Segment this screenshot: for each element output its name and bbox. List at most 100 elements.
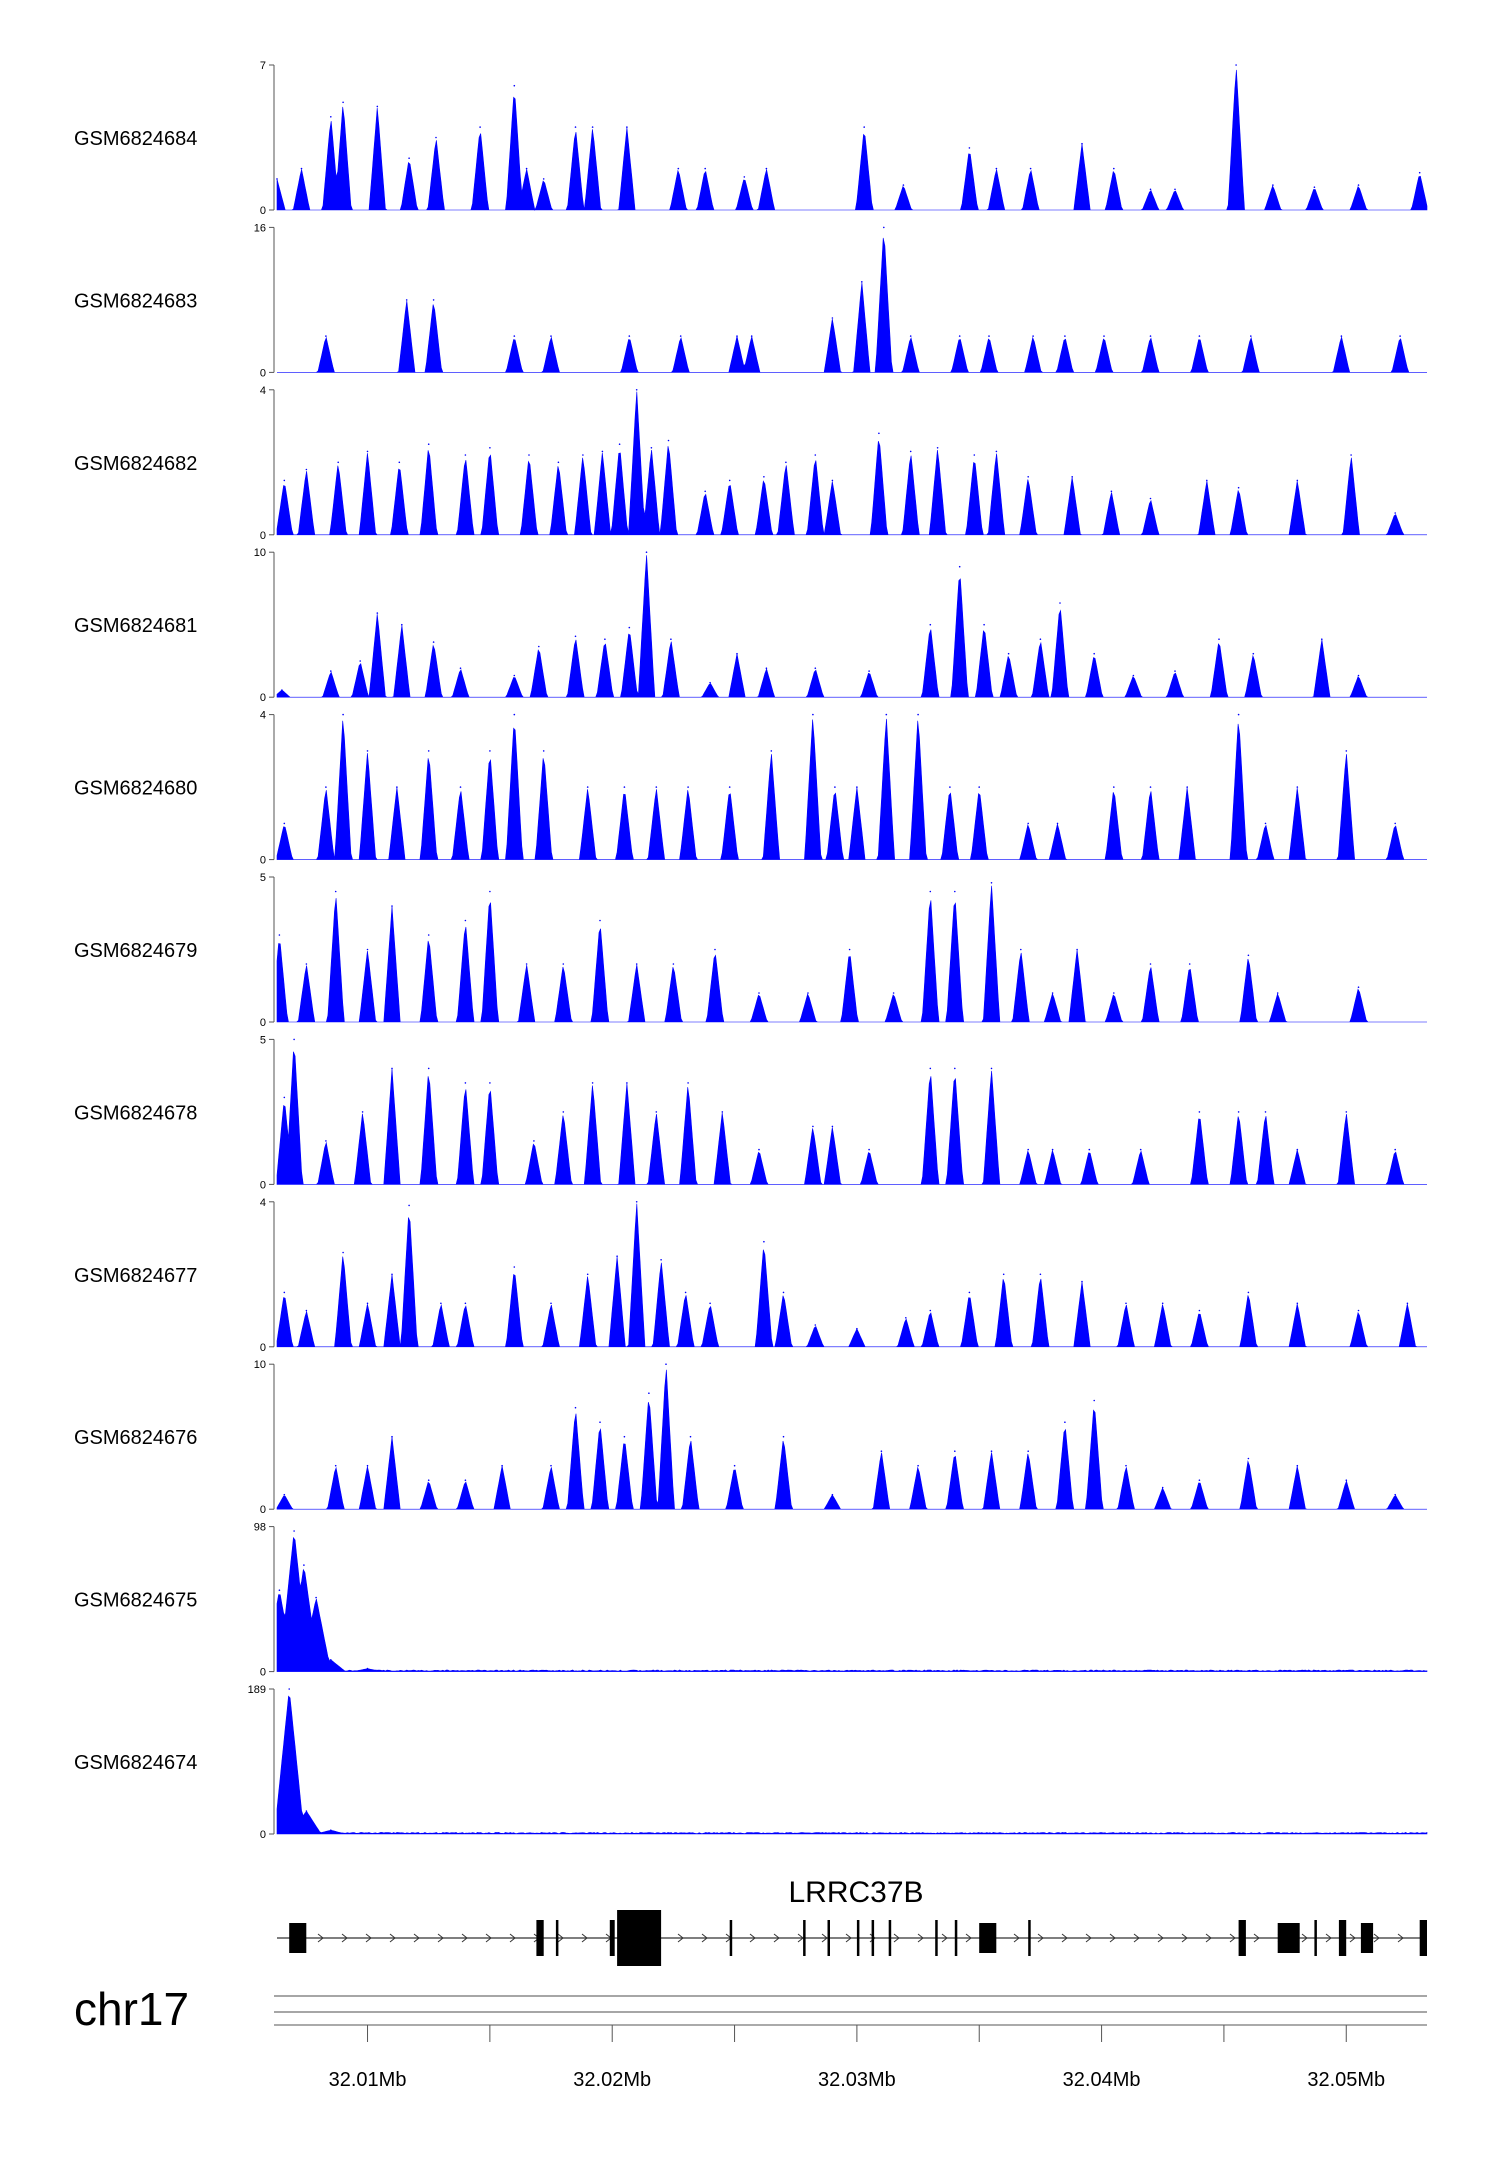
chromosome-label: chr17	[74, 1983, 189, 2035]
strand-arrow	[773, 1933, 780, 1943]
peak-point	[330, 1829, 332, 1831]
peak-point	[293, 1530, 295, 1532]
peak-point	[909, 335, 912, 337]
peak-point	[366, 750, 369, 752]
peak-point	[337, 461, 340, 464]
peak-point	[464, 1479, 467, 1481]
peak-point	[856, 1327, 858, 1330]
peak-point	[1237, 486, 1240, 489]
peak-point	[765, 667, 768, 669]
peak-point	[1394, 512, 1396, 514]
peak-point	[954, 1450, 956, 1452]
peak-point	[342, 1251, 344, 1254]
peak-point	[758, 1148, 760, 1151]
peak-point	[557, 461, 560, 464]
peak-point	[479, 126, 481, 128]
strand-arrow	[1013, 1933, 1020, 1943]
track-label: GSM6824675	[74, 1590, 197, 1612]
peak-point	[366, 1667, 369, 1670]
peak-point	[687, 1082, 689, 1084]
peak-point	[489, 750, 491, 752]
peak-point	[1276, 992, 1279, 994]
peak-point	[427, 934, 430, 936]
peak-point	[1345, 1479, 1348, 1481]
axis-tick-label: 32.04Mb	[1063, 2069, 1141, 2091]
axis-tick-label: 32.02Mb	[573, 2069, 651, 2091]
strand-arrow	[317, 1933, 324, 1943]
strand-arrow	[941, 1933, 948, 1943]
peak-point	[283, 822, 286, 825]
peak-point	[1296, 1148, 1299, 1151]
peak-point	[305, 1810, 308, 1812]
strand-arrow	[365, 1933, 372, 1943]
peak-point	[1088, 1148, 1091, 1151]
peak-point	[667, 439, 670, 442]
peak-point	[905, 1317, 907, 1319]
peak-point	[1002, 1273, 1005, 1276]
peak-point	[1113, 992, 1115, 994]
peak-point	[401, 623, 403, 626]
peak-point	[303, 1564, 305, 1566]
peak-point	[398, 461, 401, 464]
peak-point	[628, 626, 631, 629]
peak-point	[330, 1659, 332, 1661]
y-min-label: 0	[260, 1504, 266, 1516]
strand-arrow	[437, 1933, 444, 1943]
peak-point	[330, 116, 332, 118]
peak-point	[276, 178, 278, 180]
peak-point	[278, 1589, 281, 1591]
peak-point	[432, 641, 435, 643]
peak-point	[1357, 184, 1360, 186]
peak-point	[513, 1266, 516, 1268]
peak-point	[591, 1082, 594, 1084]
peak-point	[878, 432, 880, 435]
y-max-label: 7	[260, 60, 266, 72]
coverage-area	[276, 1203, 1427, 1348]
peak-point	[954, 1067, 956, 1070]
peak-point	[709, 681, 711, 684]
exon	[888, 1920, 892, 1956]
peak-point	[1264, 822, 1267, 825]
peak-point	[1198, 335, 1201, 337]
coverage-area	[276, 1536, 1428, 1672]
peak-point	[562, 963, 565, 965]
peak-point	[1296, 1302, 1299, 1305]
peak-point	[814, 454, 817, 456]
peak-point	[376, 612, 379, 614]
peak-point	[1161, 1302, 1164, 1305]
peak-point	[1321, 638, 1323, 640]
strand-arrow	[893, 1933, 900, 1943]
peak-point	[1056, 822, 1059, 825]
peak-point	[281, 689, 283, 691]
track-label: GSM6824682	[74, 453, 197, 475]
track-GSM6824674: GSM6824674 189 0	[74, 1684, 1428, 1841]
peak-point	[1296, 1464, 1299, 1467]
peak-point	[743, 176, 746, 178]
peak-point	[863, 126, 865, 128]
peak-point	[1350, 454, 1352, 456]
peak-point	[1174, 188, 1176, 191]
exon	[609, 1920, 615, 1956]
peak-point	[885, 713, 888, 716]
strand-arrow	[965, 1933, 972, 1943]
strand-arrow	[749, 1933, 756, 1943]
peak-point	[623, 1435, 626, 1438]
strand-arrow	[1133, 1933, 1140, 1943]
peak-point	[1394, 822, 1396, 825]
y-max-label: 98	[254, 1522, 266, 1534]
peak-point	[1357, 986, 1360, 988]
peak-point	[929, 1067, 932, 1070]
axis-tick-label: 32.01Mb	[329, 2069, 407, 2091]
peak-point	[1247, 954, 1250, 957]
coverage-area	[276, 391, 1427, 536]
peak-point	[405, 299, 408, 301]
peak-point	[728, 786, 731, 788]
y-min-label: 0	[260, 530, 266, 542]
peak-point	[1051, 992, 1054, 994]
peak-point	[562, 1111, 565, 1113]
peak-point	[325, 335, 327, 337]
peak-point	[736, 335, 738, 337]
peak-point	[635, 389, 638, 391]
